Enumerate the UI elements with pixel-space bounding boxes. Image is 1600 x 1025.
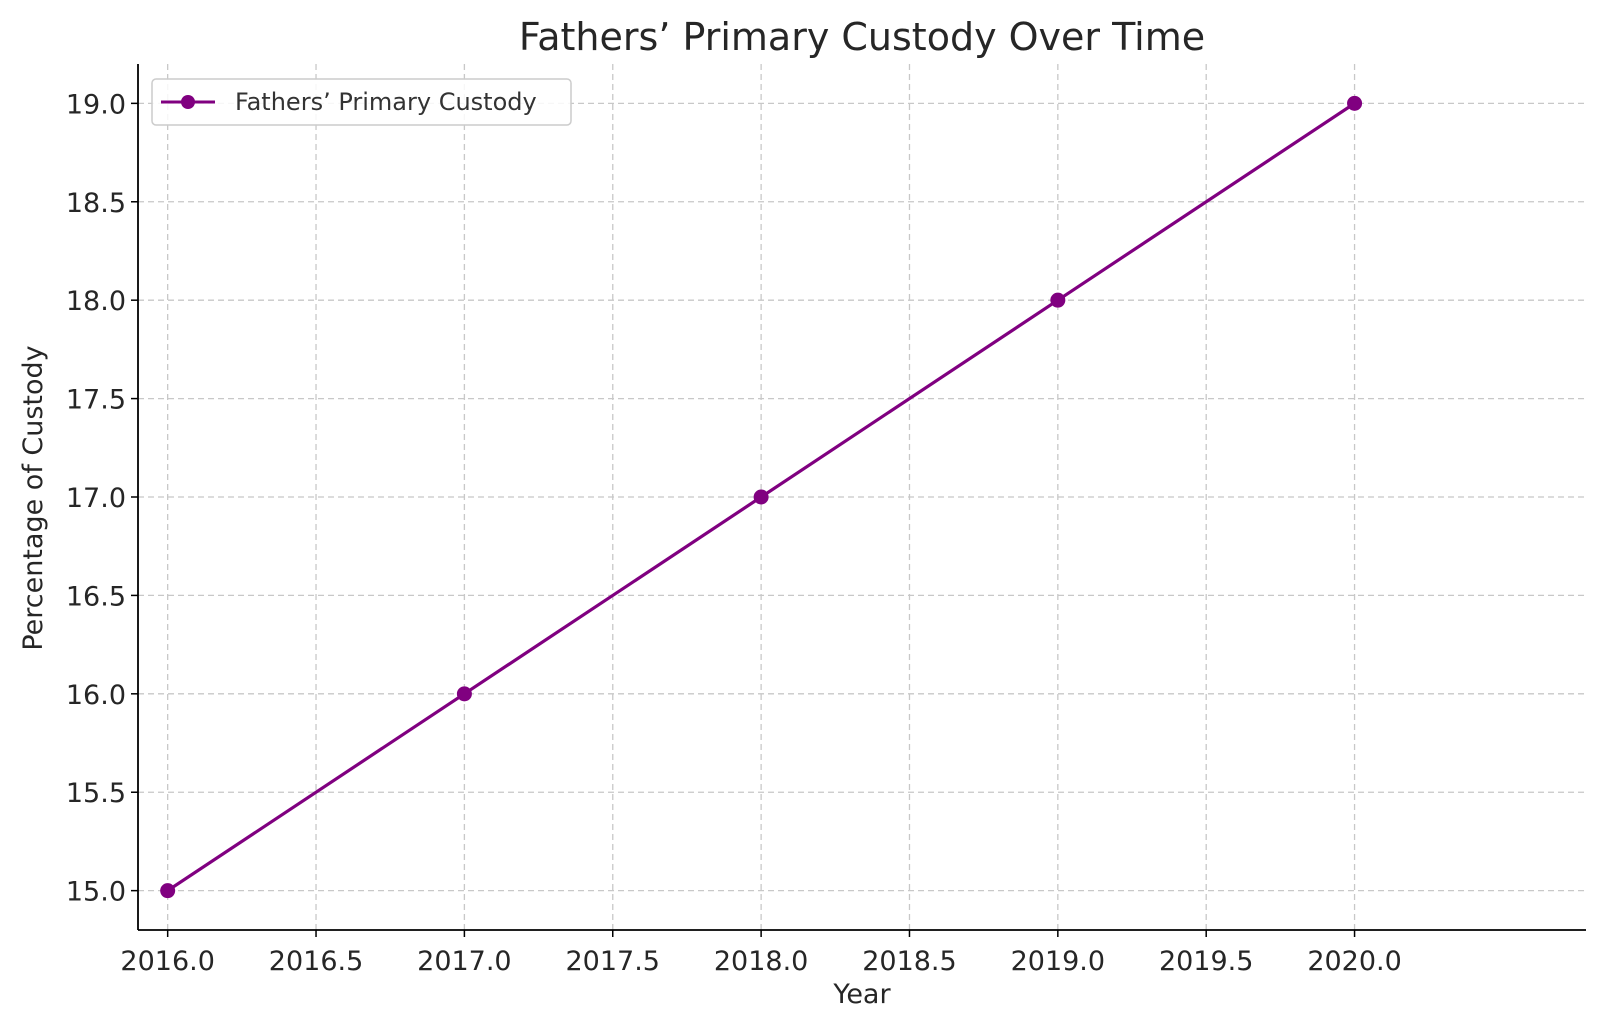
chart-title: Fathers’ Primary Custody Over Time — [519, 15, 1205, 59]
y-tick-label: 17.5 — [66, 385, 126, 416]
x-tick-label: 2018.5 — [862, 946, 956, 977]
y-tick-label: 16.0 — [66, 680, 126, 711]
x-tick-label: 2016.0 — [120, 946, 214, 977]
x-tick-label: 2016.5 — [269, 946, 363, 977]
legend-series-label: Fathers’ Primary Custody — [235, 88, 537, 116]
ticks: 2016.0 2016.5 2017.0 2017.5 2018.0 2018.5 2019… — [66, 89, 1402, 977]
data-point — [753, 489, 769, 505]
y-tick-label: 18.5 — [66, 188, 126, 219]
series — [160, 95, 1363, 899]
legend: Fathers’ Primary Custody — [151, 78, 572, 126]
x-axis-label: Year — [832, 979, 891, 1010]
y-tick-label: 19.0 — [66, 89, 126, 120]
x-tick-label: 2019.0 — [1011, 946, 1105, 977]
data-point — [456, 686, 472, 702]
x-tick-label: 2017.0 — [417, 946, 511, 977]
grid — [138, 64, 1586, 930]
data-point — [1050, 292, 1066, 308]
legend-series-marker — [181, 95, 195, 109]
legend-box — [151, 78, 572, 126]
y-tick-label: 17.0 — [66, 483, 126, 514]
x-tick-label: 2020.0 — [1307, 946, 1401, 977]
data-point — [160, 883, 176, 899]
y-tick-label: 18.0 — [66, 286, 126, 317]
data-point — [1347, 95, 1363, 111]
x-tick-label: 2018.0 — [714, 946, 808, 977]
y-tick-label: 16.5 — [66, 581, 126, 612]
y-tick-label: 15.0 — [66, 877, 126, 908]
y-tick-label: 15.5 — [66, 778, 126, 809]
y-axis-label: Percentage of Custody — [18, 345, 49, 650]
x-tick-label: 2017.5 — [566, 946, 660, 977]
x-tick-label: 2019.5 — [1159, 946, 1253, 977]
